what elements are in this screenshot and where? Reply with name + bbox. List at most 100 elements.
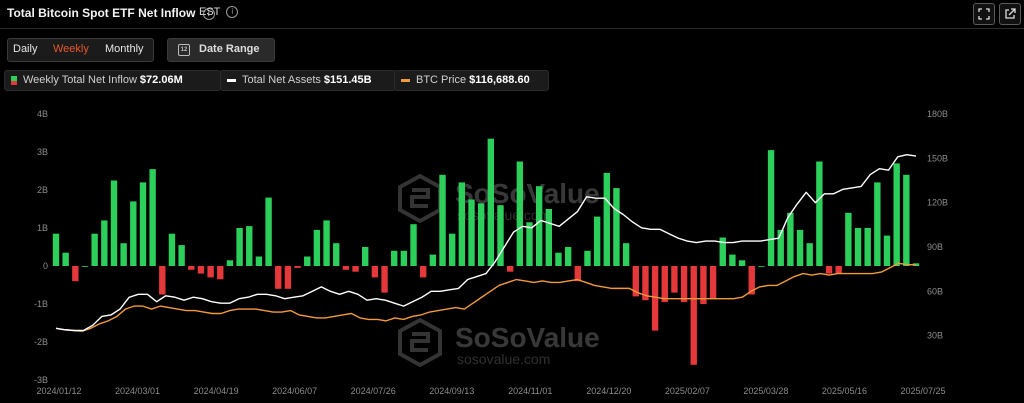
- inflow-bar[interactable]: [680, 266, 688, 303]
- inflow-bar[interactable]: [854, 228, 862, 266]
- inflow-bar[interactable]: [690, 266, 697, 365]
- inflow-bar[interactable]: [62, 252, 69, 266]
- inflow-bar[interactable]: [487, 138, 495, 266]
- inflow-bar[interactable]: [81, 266, 89, 267]
- inflow-bar[interactable]: [391, 250, 398, 266]
- net-assets-line[interactable]: [55, 153, 917, 332]
- inflow-bar[interactable]: [448, 233, 456, 266]
- inflow-bar[interactable]: [526, 222, 533, 266]
- inflow-bar[interactable]: [439, 174, 446, 266]
- title-info-icon[interactable]: i: [202, 7, 215, 20]
- inflow-bar[interactable]: [458, 182, 466, 266]
- inflow-bar[interactable]: [613, 188, 620, 266]
- inflow-bar[interactable]: [893, 163, 900, 266]
- inflow-bar[interactable]: [574, 266, 581, 282]
- inflow-bar[interactable]: [188, 266, 195, 270]
- inflow-bar[interactable]: [294, 266, 301, 268]
- inflow-bar[interactable]: [593, 216, 601, 266]
- inflow-bar[interactable]: [52, 233, 60, 266]
- inflow-bar[interactable]: [246, 226, 253, 266]
- inflow-bar[interactable]: [101, 220, 108, 266]
- inflow-bar[interactable]: [816, 161, 823, 267]
- inflow-bar[interactable]: [729, 254, 736, 266]
- inflow-bar[interactable]: [429, 254, 437, 266]
- inflow-bar[interactable]: [410, 224, 417, 266]
- tab-daily[interactable]: Daily: [13, 43, 38, 55]
- inflow-bar[interactable]: [864, 228, 871, 266]
- inflow-bar[interactable]: [497, 205, 504, 266]
- inflow-bar[interactable]: [236, 228, 243, 266]
- inflow-bar[interactable]: [91, 233, 98, 266]
- inflow-bar[interactable]: [796, 229, 804, 266]
- inflow-bar[interactable]: [603, 172, 610, 266]
- inflow-bar[interactable]: [468, 199, 475, 267]
- inflow-bar[interactable]: [835, 266, 842, 274]
- btc-price-line[interactable]: [55, 262, 916, 332]
- inflow-bar[interactable]: [825, 266, 833, 274]
- inflow-bar[interactable]: [178, 245, 185, 266]
- inflow-bar[interactable]: [642, 266, 649, 301]
- legend-item-net-inflow[interactable]: Weekly Total Net Inflow $72.06M: [4, 70, 221, 91]
- inflow-bar[interactable]: [632, 266, 639, 297]
- inflow-bar[interactable]: [362, 247, 369, 266]
- inflow-bar[interactable]: [477, 203, 485, 266]
- inflow-bar[interactable]: [371, 266, 379, 278]
- inflow-bar[interactable]: [304, 256, 311, 267]
- legend-item-net-assets[interactable]: Total Net Assets $151.45B: [220, 70, 396, 91]
- inflow-bar[interactable]: [651, 266, 659, 331]
- inflow-bar[interactable]: [748, 266, 755, 295]
- inflow-bar[interactable]: [622, 243, 630, 266]
- inflow-bar[interactable]: [323, 220, 330, 266]
- timezone-info-icon[interactable]: i: [226, 6, 239, 19]
- inflow-bar[interactable]: [284, 266, 292, 289]
- inflow-bar[interactable]: [661, 266, 668, 303]
- tab-weekly[interactable]: Weekly: [53, 43, 89, 55]
- inflow-bar[interactable]: [806, 243, 813, 266]
- inflow-bar[interactable]: [787, 212, 794, 266]
- inflow-bar[interactable]: [149, 169, 156, 266]
- inflow-bar[interactable]: [719, 237, 726, 267]
- share-icon[interactable]: [999, 3, 1021, 25]
- inflow-bar[interactable]: [159, 266, 166, 295]
- inflow-bar[interactable]: [255, 256, 263, 267]
- inflow-bar[interactable]: [545, 209, 552, 266]
- inflow-bar[interactable]: [313, 229, 321, 266]
- inflow-bar[interactable]: [874, 182, 881, 266]
- inflow-bar[interactable]: [275, 266, 282, 289]
- inflow-bar[interactable]: [584, 250, 591, 266]
- inflow-bar[interactable]: [110, 180, 118, 267]
- inflow-bar[interactable]: [777, 229, 784, 266]
- inflow-bar[interactable]: [226, 260, 234, 266]
- inflow-bar[interactable]: [139, 182, 147, 266]
- inflow-bar[interactable]: [758, 266, 765, 267]
- inflow-bar[interactable]: [700, 266, 707, 304]
- chart-canvas[interactable]: SoSoValue sosovalue.com SoSoValue sosova…: [0, 100, 1024, 403]
- inflow-bar[interactable]: [381, 266, 388, 293]
- inflow-bar[interactable]: [506, 266, 514, 272]
- inflow-bar[interactable]: [535, 186, 543, 266]
- inflow-bar[interactable]: [845, 212, 852, 266]
- inflow-bar[interactable]: [767, 150, 775, 266]
- inflow-bar[interactable]: [352, 266, 359, 272]
- inflow-bar[interactable]: [671, 266, 678, 293]
- inflow-bar[interactable]: [333, 243, 340, 266]
- expand-icon[interactable]: [973, 3, 995, 25]
- legend-item-btc-price[interactable]: BTC Price $116,688.60: [394, 70, 549, 91]
- inflow-bar[interactable]: [130, 201, 137, 266]
- inflow-bar[interactable]: [564, 247, 572, 266]
- inflow-bar[interactable]: [709, 266, 717, 299]
- inflow-bar[interactable]: [555, 252, 562, 266]
- inflow-bar[interactable]: [72, 266, 79, 282]
- inflow-bar[interactable]: [168, 233, 176, 266]
- inflow-bar[interactable]: [265, 197, 272, 266]
- inflow-bar[interactable]: [903, 174, 910, 266]
- inflow-bar[interactable]: [342, 266, 350, 270]
- inflow-bar[interactable]: [883, 235, 891, 266]
- inflow-bar[interactable]: [400, 250, 408, 266]
- inflow-bar[interactable]: [516, 161, 524, 267]
- inflow-bar[interactable]: [217, 266, 224, 280]
- date-range-button[interactable]: 12 Date Range: [167, 38, 275, 62]
- tab-monthly[interactable]: Monthly: [105, 43, 144, 55]
- inflow-bar[interactable]: [420, 266, 427, 278]
- inflow-bar[interactable]: [207, 266, 214, 278]
